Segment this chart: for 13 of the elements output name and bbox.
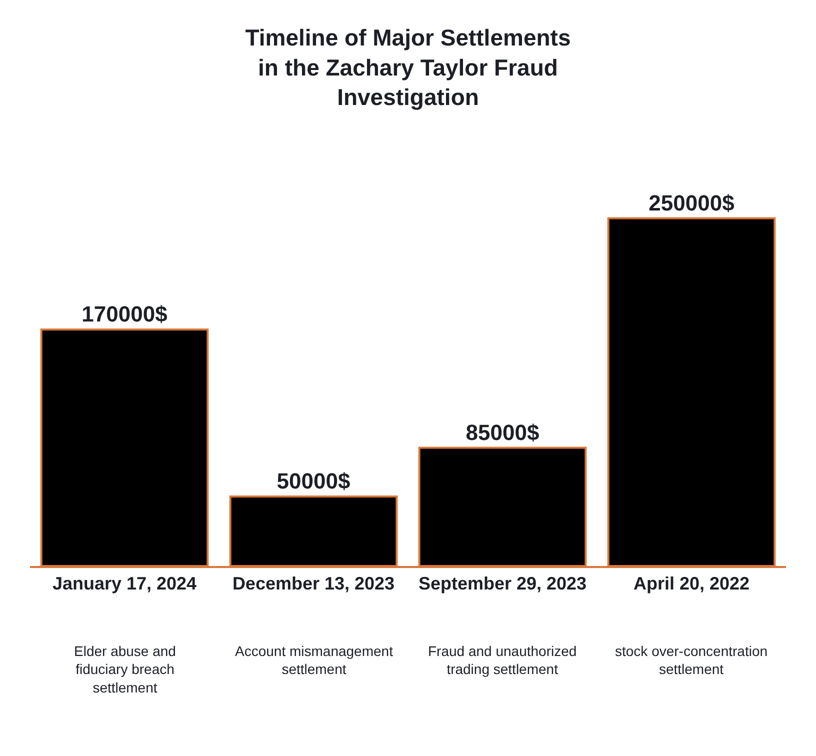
- x-tick-label: January 17, 2024: [52, 574, 197, 594]
- data-label: 50000$: [276, 468, 350, 494]
- data-label: 250000$: [648, 190, 734, 216]
- text: Fraud and unauthorized trading settlement: [428, 643, 577, 678]
- data-label: 170000$: [82, 302, 168, 327]
- data-label: 85000$: [466, 420, 540, 445]
- x-tick-label: September 29, 2023: [418, 574, 587, 594]
- text: Elder abuse and fiduciary breach settlement: [74, 643, 176, 696]
- text: Account mismanagement settlement: [235, 643, 394, 678]
- text: stock over-concentration settlement: [615, 643, 768, 678]
- chart-title: Timeline of Major Settlements in the Zachary Taylor Fraud Investigation: [245, 24, 571, 110]
- x-tick-label: April 20, 2022: [633, 574, 750, 594]
- x-tick-label: December 13, 2023: [232, 574, 395, 594]
